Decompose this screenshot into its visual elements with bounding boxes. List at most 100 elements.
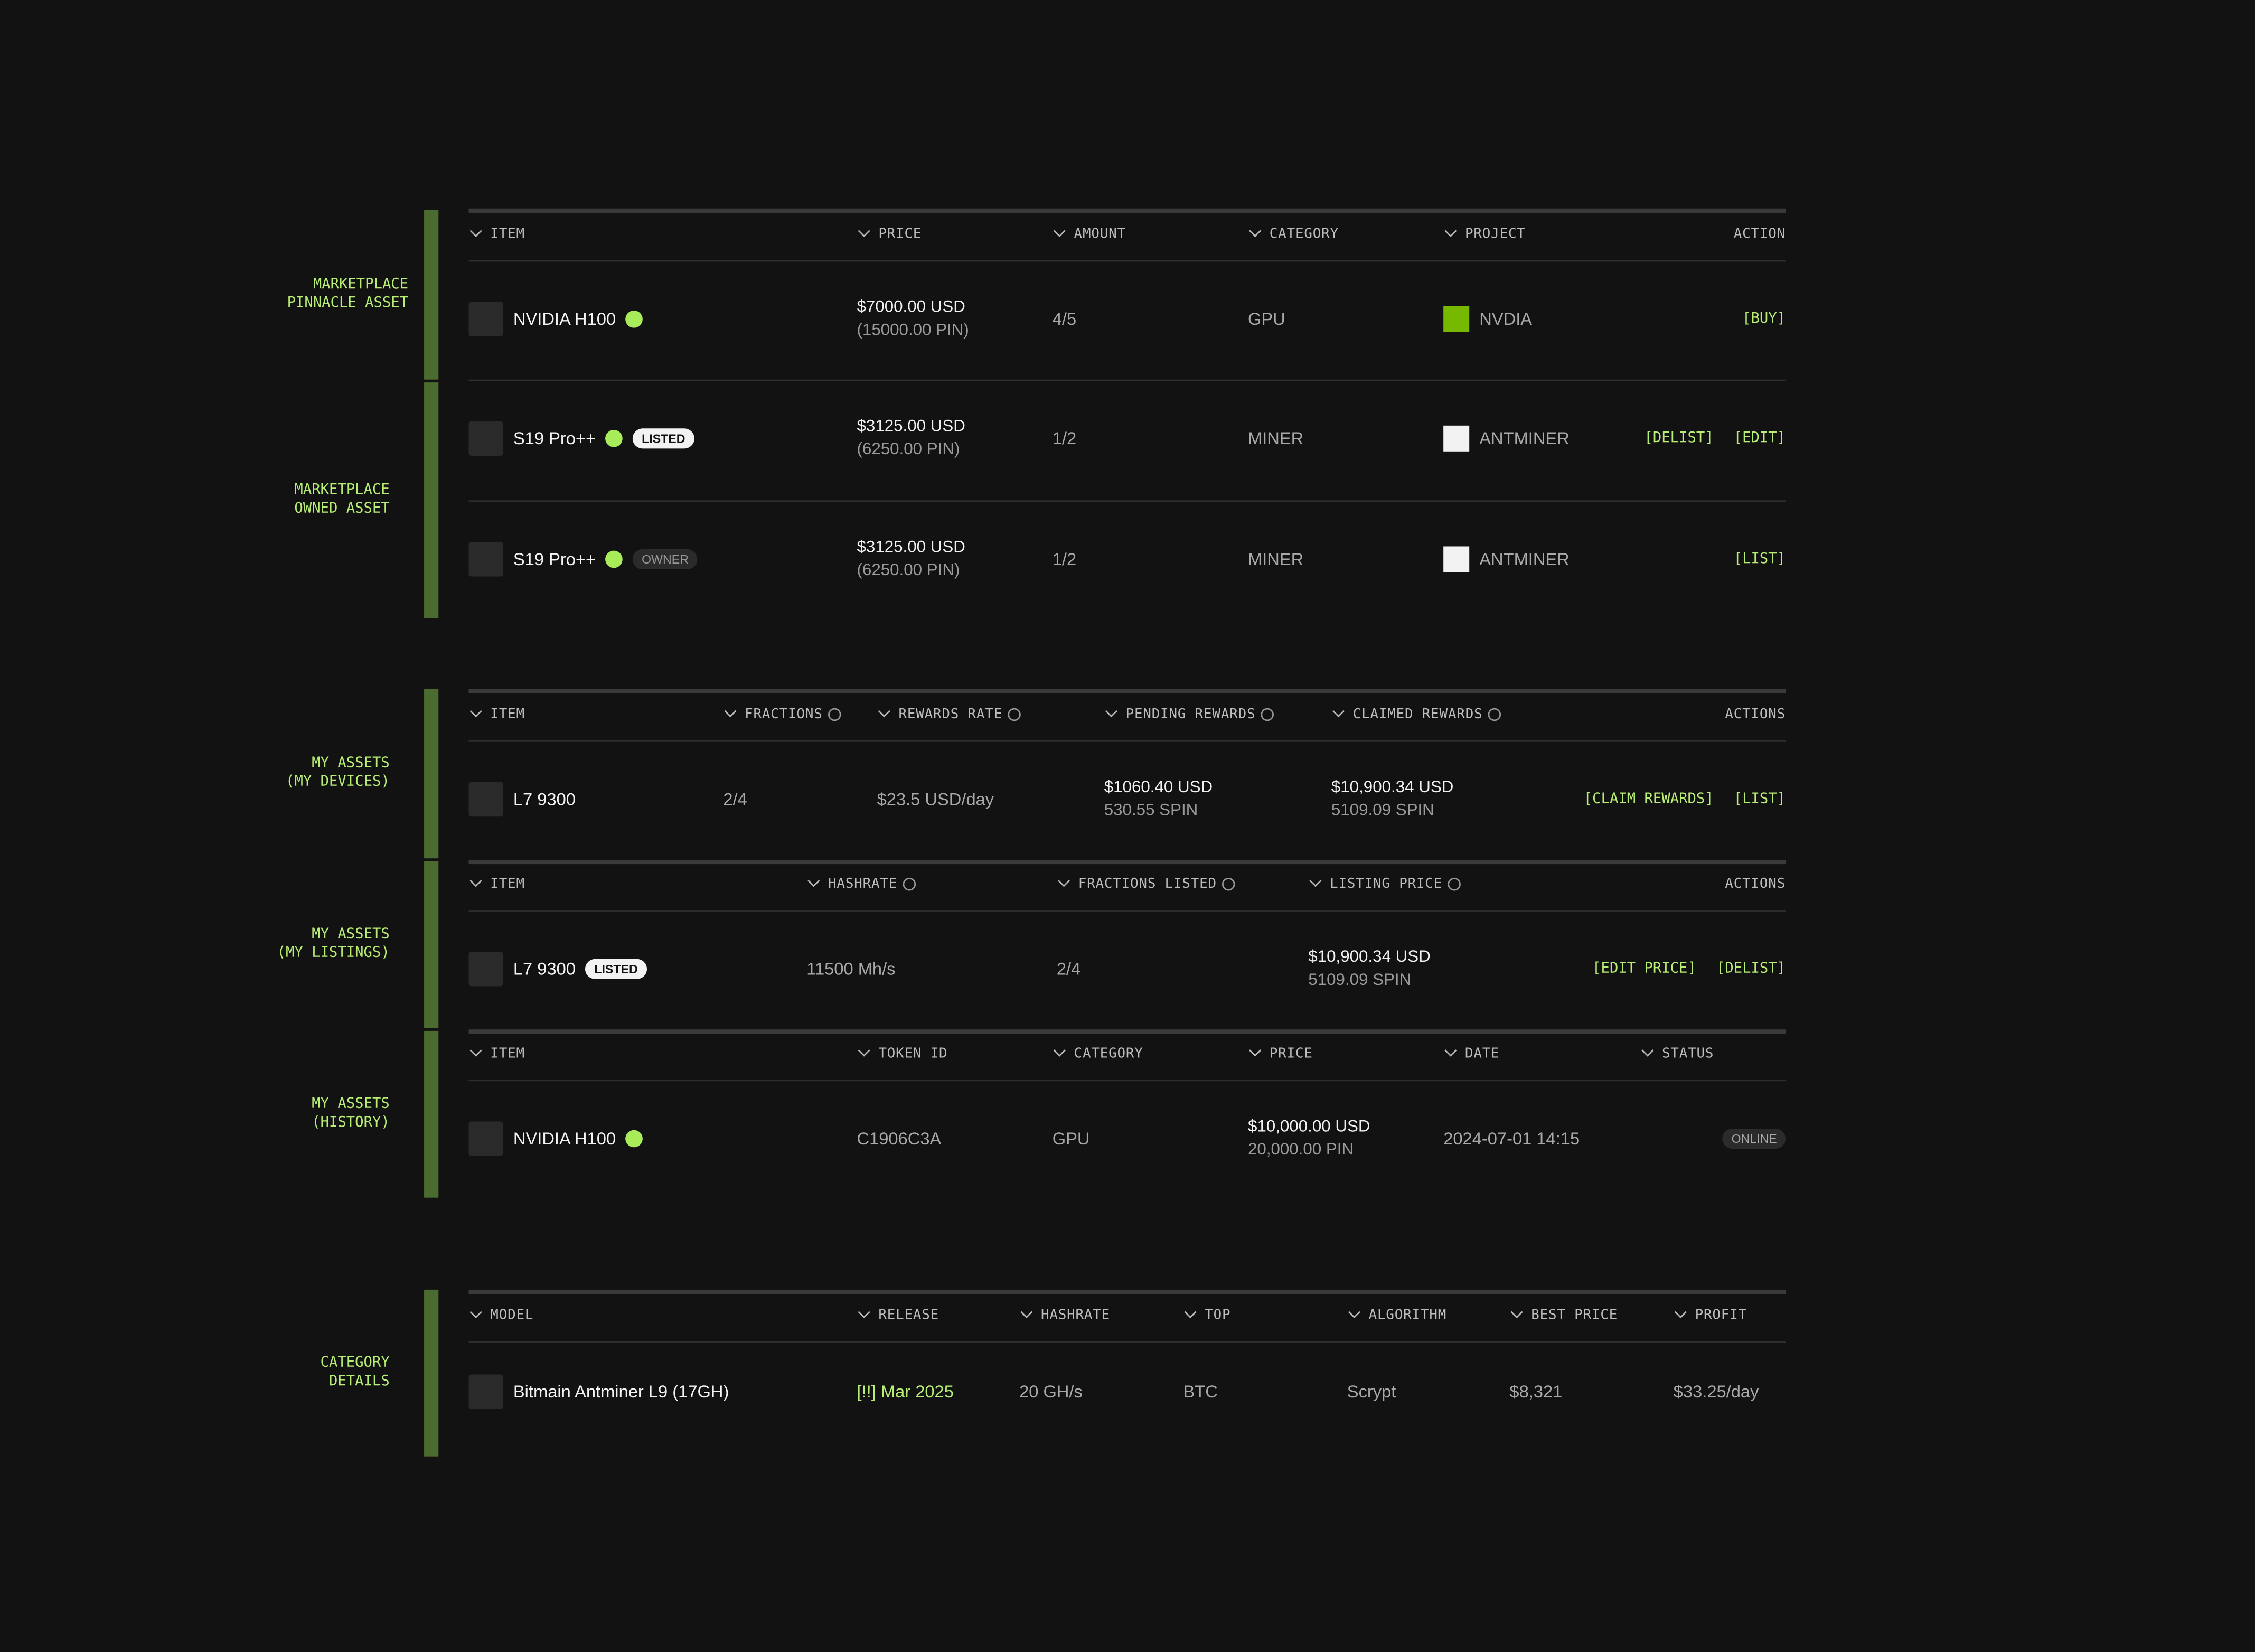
column-header[interactable]: ITEM	[469, 1044, 525, 1062]
column-header[interactable]: HASHRATE	[1020, 1305, 1110, 1324]
column-header[interactable]: MODEL	[469, 1305, 533, 1324]
column-header[interactable]: PENDING REWARDS	[1105, 704, 1274, 722]
column-header[interactable]: ACTIONS	[1725, 707, 1786, 722]
header-label: DATE	[1465, 1046, 1500, 1062]
table-cell: MINER	[1248, 549, 1303, 569]
table-cell: MINER	[1248, 428, 1303, 448]
verified-icon	[606, 550, 623, 568]
verified-icon	[606, 429, 623, 447]
cell-text: 20 GH/s	[1019, 1382, 1083, 1402]
header-label: CLAIMED REWARDS	[1352, 707, 1483, 722]
group-bar	[424, 688, 439, 859]
sort-chevron	[1249, 224, 1262, 237]
action-button[interactable]: [LIST]	[1733, 551, 1786, 567]
cell-text: 2/4	[723, 789, 747, 810]
header-label: RELEASE	[878, 1307, 939, 1324]
action-button[interactable]: [EDIT]	[1733, 430, 1786, 447]
secondary-value: 5109.09 SPIN	[1331, 802, 1434, 820]
action-button[interactable]: [DELIST]	[1716, 961, 1786, 977]
column-header[interactable]: PRICE	[858, 224, 922, 242]
table-cell: NVIDIA H100	[468, 302, 643, 337]
cell-text: 11500 Mh/s	[806, 959, 896, 979]
item-name: L7 9300	[513, 959, 576, 979]
group-label-line: (HISTORY)	[312, 1114, 390, 1130]
cell-text: 4/5	[1052, 309, 1077, 330]
header-label: LISTING PRICE	[1330, 876, 1443, 893]
sort-chevron	[858, 224, 870, 237]
action-button[interactable]: [CLAIM REWARDS]	[1583, 791, 1714, 808]
header-label: AMOUNT	[1074, 226, 1126, 242]
secondary-value: (15000.00 PIN)	[857, 322, 969, 340]
header-label: PRICE	[878, 226, 922, 242]
action-button[interactable]: [EDIT PRICE]	[1592, 961, 1696, 977]
column-header[interactable]: TOKEN ID	[858, 1044, 948, 1062]
column-header[interactable]: ITEM	[469, 874, 525, 892]
table-cell: $1060.40 USD 530.55 SPIN	[1104, 779, 1213, 819]
table-cell: 2/4	[723, 790, 747, 810]
column-header[interactable]: ITEM	[469, 704, 525, 722]
header-label: FRACTIONS	[745, 707, 823, 722]
item-thumbnail	[468, 302, 503, 337]
table-cell: $10,900.34 USD 5109.09 SPIN	[1331, 779, 1454, 819]
table-top-rule	[468, 208, 1786, 213]
header-label: CATEGORY	[1074, 1046, 1143, 1062]
secondary-value: 530.55 SPIN	[1104, 802, 1198, 820]
cell-text: 2/4	[1056, 959, 1081, 979]
column-header[interactable]: BEST PRICE	[1510, 1305, 1618, 1324]
row-separator	[468, 379, 1786, 381]
column-header[interactable]: ACTION	[1734, 227, 1786, 242]
column-header[interactable]: FRACTIONS LISTED	[1057, 874, 1236, 892]
table-top-rule	[468, 1289, 1786, 1294]
sort-chevron	[878, 704, 890, 717]
column-header[interactable]: FRACTIONS	[724, 704, 842, 722]
column-header[interactable]: PRICE	[1249, 1044, 1312, 1062]
table-cell: $3125.00 USD (6250.00 PIN)	[857, 418, 965, 458]
table-top-rule	[468, 688, 1786, 693]
table-cell: NVIDIA H100	[468, 1121, 643, 1156]
sort-chevron	[1510, 1305, 1523, 1318]
column-header[interactable]: TOP	[1184, 1305, 1231, 1324]
group-label-line: MARKETPLACE	[313, 277, 409, 293]
action-button[interactable]: [LIST]	[1733, 791, 1786, 808]
group-bar	[424, 382, 439, 618]
sort-chevron	[858, 1305, 870, 1318]
action-button[interactable]: [BUY]	[1742, 311, 1786, 327]
column-header[interactable]: HASHRATE	[807, 874, 916, 892]
table-cell: BTC	[1183, 1382, 1217, 1402]
header-label: REWARDS RATE	[898, 707, 1003, 722]
column-header[interactable]: PROFIT	[1674, 1305, 1747, 1324]
column-header[interactable]: STATUS	[1641, 1044, 1714, 1062]
table-cell: [!!] Mar 2025	[857, 1382, 953, 1402]
sort-chevron	[1053, 1044, 1066, 1056]
column-header[interactable]: LISTING PRICE	[1309, 874, 1461, 893]
column-header[interactable]: RELEASE	[858, 1305, 939, 1324]
column-header[interactable]: CATEGORY	[1249, 224, 1338, 242]
column-header[interactable]: DATE	[1444, 1044, 1500, 1062]
sort-chevron	[724, 704, 737, 717]
header-rule	[468, 1080, 1786, 1082]
project-logo	[1443, 306, 1470, 332]
project-name: ANTMINER	[1479, 428, 1570, 449]
column-header[interactable]: ITEM	[469, 224, 525, 242]
header-label: ITEM	[490, 226, 525, 242]
sort-chevron	[858, 1044, 870, 1056]
cell-text: $23.5 USD/day	[877, 789, 994, 810]
column-header[interactable]: REWARDS RATE	[878, 704, 1021, 722]
info-icon	[1261, 708, 1274, 721]
column-header[interactable]: CATEGORY	[1053, 1044, 1143, 1062]
column-header[interactable]: ALGORITHM	[1348, 1305, 1446, 1324]
primary-value: $10,900.34 USD	[1308, 949, 1431, 966]
project-logo	[1443, 546, 1470, 572]
column-header[interactable]: ACTIONS	[1725, 876, 1786, 892]
item-thumbnail	[468, 542, 503, 577]
group-label-line: OWNED ASSET	[294, 500, 390, 517]
column-header[interactable]: CLAIMED REWARDS	[1332, 704, 1501, 722]
action-button[interactable]: [DELIST]	[1644, 430, 1714, 447]
column-header[interactable]: PROJECT	[1444, 224, 1526, 242]
column-header[interactable]: AMOUNT	[1053, 224, 1126, 242]
table-cell: $33.25/day	[1674, 1382, 1759, 1402]
secondary-value: 5109.09 SPIN	[1308, 972, 1412, 989]
header-label: TOKEN ID	[878, 1046, 948, 1062]
primary-value: $10,000.00 USD	[1247, 1118, 1370, 1136]
